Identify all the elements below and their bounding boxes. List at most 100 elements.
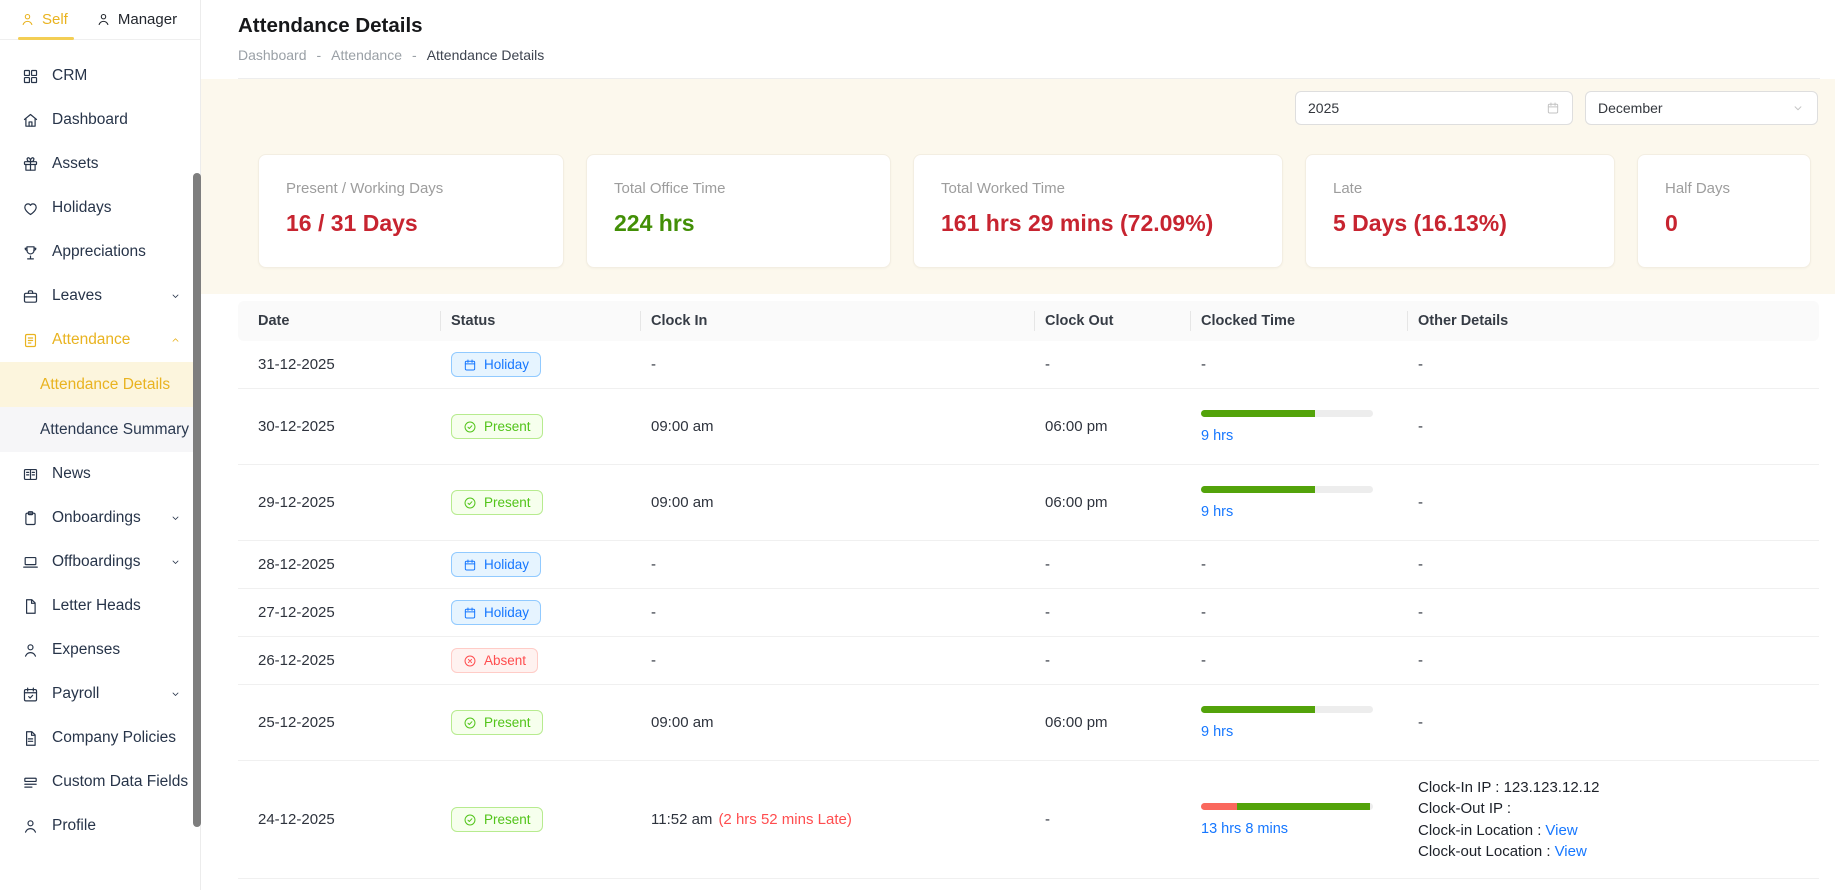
tab-manager[interactable]: Manager bbox=[96, 11, 177, 28]
summary-card-value: 0 bbox=[1665, 210, 1678, 236]
status-label: Holiday bbox=[484, 357, 530, 372]
status-label: Holiday bbox=[484, 605, 530, 620]
clocked-time-bar bbox=[1201, 802, 1373, 810]
page-header: Attendance Details Dashboard - Attendanc… bbox=[201, 0, 1835, 79]
chevron-down-icon bbox=[167, 290, 184, 302]
sidebar-item-news[interactable]: News bbox=[0, 452, 200, 496]
sidebar-item-crm[interactable]: CRM bbox=[0, 54, 200, 98]
sidebar-item-label: Profile bbox=[52, 817, 96, 834]
summary-card-value: 161 hrs 29 mins (72.09%) bbox=[941, 210, 1214, 236]
sidebar-subitem-label: Attendance Details bbox=[40, 375, 171, 393]
sidebar-item-appreciations[interactable]: Appreciations bbox=[0, 230, 200, 274]
sidebar-item-attendance[interactable]: Attendance bbox=[0, 318, 200, 362]
table-body: 31-12-2025 Holiday - - - - 30-12-2025 Pr… bbox=[238, 341, 1819, 879]
user-icon bbox=[96, 12, 111, 27]
breadcrumb-attendance[interactable]: Attendance bbox=[331, 47, 403, 63]
month-select[interactable]: December bbox=[1585, 91, 1818, 125]
clock-out-cell: 06:00 pm bbox=[1045, 494, 1108, 511]
clocked-time-link[interactable]: 9 hrs bbox=[1201, 723, 1234, 740]
status-label: Present bbox=[484, 419, 531, 434]
gift-icon bbox=[22, 156, 39, 173]
date-cell: 31-12-2025 bbox=[258, 356, 335, 373]
clocked-time-cell: - bbox=[1201, 556, 1206, 573]
sidebar-item-label: Attendance bbox=[52, 331, 131, 348]
sidebar-item-label: Payroll bbox=[52, 685, 100, 702]
date-cell: 30-12-2025 bbox=[258, 418, 335, 435]
user-icon bbox=[22, 818, 39, 835]
breadcrumb-dashboard[interactable]: Dashboard bbox=[238, 47, 307, 63]
clocked-time-link[interactable]: 9 hrs bbox=[1201, 427, 1234, 444]
bar-segment bbox=[1201, 802, 1238, 810]
other-details-cell: - bbox=[1418, 356, 1423, 373]
clipboard-icon bbox=[22, 510, 39, 527]
bar-segment bbox=[1237, 802, 1370, 810]
sidebar-item-custom-data-fields[interactable]: Custom Data Fields bbox=[0, 760, 200, 804]
sidebar-item-holidays[interactable]: Holidays bbox=[0, 186, 200, 230]
tab-self[interactable]: Self bbox=[20, 11, 68, 28]
summary-card-label: Total Office Time bbox=[614, 180, 726, 197]
date-cell: 26-12-2025 bbox=[258, 652, 335, 669]
present-badge: Present bbox=[451, 807, 543, 832]
sidebar-subitem-attendance-details[interactable]: Attendance Details bbox=[0, 362, 200, 407]
grid-icon bbox=[22, 68, 39, 85]
column-header-other-details: Other Details bbox=[1418, 313, 1509, 329]
sidebar-item-expenses[interactable]: Expenses bbox=[0, 628, 200, 672]
table-row: 31-12-2025 Holiday - - - - bbox=[238, 341, 1819, 389]
calendar-icon bbox=[463, 358, 477, 372]
check-circle-icon bbox=[463, 716, 477, 730]
clocked-time-link[interactable]: 9 hrs bbox=[1201, 503, 1234, 520]
sidebar: Self Manager CRM Dashboard Assets Holida… bbox=[0, 0, 201, 890]
other-details-cell: - bbox=[1418, 714, 1423, 731]
table-row: 27-12-2025 Holiday - - - - bbox=[238, 589, 1819, 637]
sidebar-item-letter-heads[interactable]: Letter Heads bbox=[0, 584, 200, 628]
header-divider bbox=[238, 78, 1820, 79]
sidebar-item-offboardings[interactable]: Offboardings bbox=[0, 540, 200, 584]
filters-and-summary-section: 2025 December Present / Working Days 16 … bbox=[201, 79, 1835, 294]
sidebar-item-onboardings[interactable]: Onboardings bbox=[0, 496, 200, 540]
other-detail-line: Clock-Out IP : bbox=[1418, 798, 1819, 820]
sidebar-nav: CRM Dashboard Assets Holidays Appreciati… bbox=[0, 40, 200, 848]
view-link[interactable]: View bbox=[1554, 843, 1587, 860]
sidebar-item-payroll[interactable]: Payroll bbox=[0, 672, 200, 716]
table-row: 30-12-2025 Present 09:00 am 06:00 pm 9 h… bbox=[238, 389, 1819, 465]
summary-card-total-worked-time: Total Worked Time 161 hrs 29 mins (72.09… bbox=[913, 154, 1283, 268]
table-row: 29-12-2025 Present 09:00 am 06:00 pm 9 h… bbox=[238, 465, 1819, 541]
year-picker[interactable]: 2025 bbox=[1295, 91, 1573, 125]
other-detail-line: Clock-in Location : View bbox=[1418, 820, 1819, 842]
chevron-up-icon bbox=[167, 334, 184, 346]
table-row: 25-12-2025 Present 09:00 am 06:00 pm 9 h… bbox=[238, 685, 1819, 761]
sidebar-item-leaves[interactable]: Leaves bbox=[0, 274, 200, 318]
clocked-time-link[interactable]: 13 hrs 8 mins bbox=[1201, 820, 1289, 837]
clock-out-cell: - bbox=[1045, 356, 1050, 373]
sidebar-item-company-policies[interactable]: Company Policies bbox=[0, 716, 200, 760]
sidebar-subitem-attendance-summary[interactable]: Attendance Summary bbox=[0, 407, 200, 452]
sidebar-item-profile[interactable]: Profile bbox=[0, 804, 200, 848]
clock-in-cell: - bbox=[651, 356, 656, 373]
table-row: 26-12-2025 Absent - - - - bbox=[238, 637, 1819, 685]
clock-out-cell: - bbox=[1045, 811, 1050, 828]
sidebar-item-label: Leaves bbox=[52, 287, 102, 304]
chevron-down-icon bbox=[167, 512, 184, 524]
sidebar-item-dashboard[interactable]: Dashboard bbox=[0, 98, 200, 142]
summary-card-present-working-days: Present / Working Days 16 / 31 Days bbox=[258, 154, 564, 268]
clock-in-cell: 09:00 am bbox=[651, 494, 714, 511]
month-select-value: December bbox=[1598, 100, 1663, 116]
clocked-time-bar bbox=[1201, 409, 1373, 417]
view-link[interactable]: View bbox=[1545, 821, 1578, 839]
sidebar-scrollbar[interactable] bbox=[193, 173, 201, 827]
sidebar-item-assets[interactable]: Assets bbox=[0, 142, 200, 186]
check-circle-icon bbox=[463, 813, 477, 827]
main-content: Attendance Details Dashboard - Attendanc… bbox=[201, 0, 1835, 890]
status-label: Absent bbox=[484, 653, 527, 668]
clock-in-cell: - bbox=[651, 604, 656, 621]
chevron-down-icon bbox=[167, 556, 184, 568]
attendance-table: Date Status Clock In Clock Out Clocked T… bbox=[201, 294, 1835, 879]
status-cell: Present bbox=[451, 710, 651, 735]
holiday-badge: Holiday bbox=[451, 600, 542, 625]
sidebar-item-label: Appreciations bbox=[52, 243, 146, 260]
heart-icon bbox=[22, 200, 39, 217]
laptop-icon bbox=[22, 554, 39, 571]
sidebar-item-label: Letter Heads bbox=[52, 597, 141, 614]
bar-segment bbox=[1201, 705, 1315, 713]
